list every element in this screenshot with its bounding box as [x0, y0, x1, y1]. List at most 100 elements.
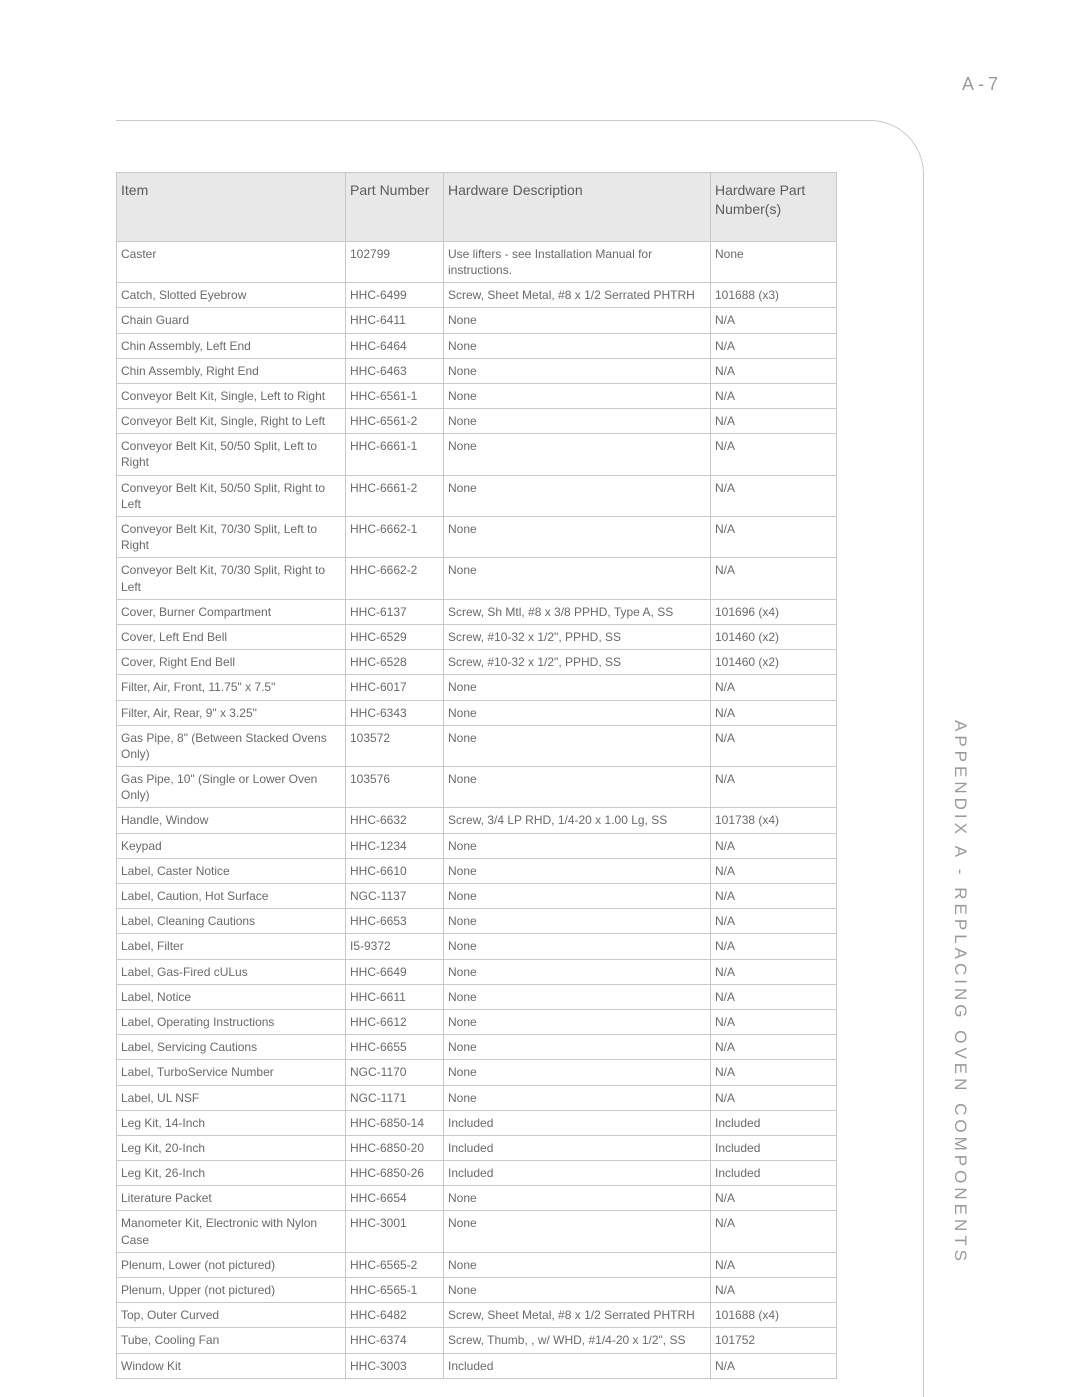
table-cell: I5-9372 [346, 934, 444, 959]
table-cell: 101460 (x2) [711, 624, 837, 649]
table-cell: HHC-6565-2 [346, 1252, 444, 1277]
table-cell: None [444, 767, 711, 808]
table-cell: HHC-6661-1 [346, 434, 444, 475]
table-cell: HHC-6653 [346, 909, 444, 934]
table-row: Handle, WindowHHC-6632Screw, 3/4 LP RHD,… [117, 808, 837, 833]
table-cell: Conveyor Belt Kit, Single, Left to Right [117, 383, 346, 408]
col-header-item: Item [117, 173, 346, 242]
table-cell: N/A [711, 1035, 837, 1060]
table-cell: 101688 (x3) [711, 283, 837, 308]
table-row: Conveyor Belt Kit, 70/30 Split, Left to … [117, 517, 837, 558]
table-row: Gas Pipe, 8" (Between Stacked Ovens Only… [117, 725, 837, 766]
page-number: A-7 [962, 74, 1002, 95]
table-cell: Cover, Burner Compartment [117, 599, 346, 624]
col-header-hardware-part-numbers: Hardware Part Number(s) [711, 173, 837, 242]
table-cell: N/A [711, 558, 837, 599]
table-cell: None [444, 1186, 711, 1211]
table-cell: Label, UL NSF [117, 1085, 346, 1110]
table-cell: Cover, Left End Bell [117, 624, 346, 649]
table-row: Chin Assembly, Right EndHHC-6463NoneN/A [117, 358, 837, 383]
table-row: Leg Kit, 26-InchHHC-6850-26IncludedInclu… [117, 1161, 837, 1186]
table-row: Catch, Slotted EyebrowHHC-6499Screw, She… [117, 283, 837, 308]
table-row: Window KitHHC-3003IncludedN/A [117, 1353, 837, 1378]
table-cell: Label, Caster Notice [117, 858, 346, 883]
table-row: Leg Kit, 14-InchHHC-6850-14IncludedInclu… [117, 1110, 837, 1135]
table-row: Gas Pipe, 10" (Single or Lower Oven Only… [117, 767, 837, 808]
table-cell: Chin Assembly, Left End [117, 333, 346, 358]
table-row: Chain GuardHHC-6411NoneN/A [117, 308, 837, 333]
table-cell: N/A [711, 1060, 837, 1085]
table-cell: N/A [711, 1252, 837, 1277]
table-cell: None [444, 1252, 711, 1277]
table-cell: N/A [711, 434, 837, 475]
table-cell: Label, Gas-Fired cULus [117, 959, 346, 984]
table-cell: None [444, 833, 711, 858]
table-cell: Label, Operating Instructions [117, 1009, 346, 1034]
table-cell: NGC-1171 [346, 1085, 444, 1110]
table-cell: HHC-6374 [346, 1328, 444, 1353]
table-cell: HHC-6561-2 [346, 409, 444, 434]
table-cell: Included [444, 1110, 711, 1135]
table-row: Label, UL NSFNGC-1171NoneN/A [117, 1085, 837, 1110]
table-cell: N/A [711, 1186, 837, 1211]
table-cell: 102799 [346, 241, 444, 282]
table-cell: HHC-6529 [346, 624, 444, 649]
table-row: Cover, Right End BellHHC-6528Screw, #10-… [117, 650, 837, 675]
table-cell: Manometer Kit, Electronic with Nylon Cas… [117, 1211, 346, 1252]
table-cell: HHC-6017 [346, 675, 444, 700]
col-header-item-label: Item [121, 181, 148, 200]
table-cell: None [444, 884, 711, 909]
table-cell: 103572 [346, 725, 444, 766]
parts-table-container: Item Part Number Hardware Description Ha… [116, 172, 836, 1379]
table-cell: HHC-6850-20 [346, 1135, 444, 1160]
table-cell: None [444, 1035, 711, 1060]
table-cell: N/A [711, 1085, 837, 1110]
table-row: Label, Servicing CautionsHHC-6655NoneN/A [117, 1035, 837, 1060]
table-cell: Included [711, 1110, 837, 1135]
table-cell: Plenum, Upper (not pictured) [117, 1278, 346, 1303]
table-cell: HHC-6610 [346, 858, 444, 883]
table-cell: N/A [711, 1211, 837, 1252]
col-header-part-number: Part Number [346, 173, 444, 242]
table-cell: N/A [711, 833, 837, 858]
table-cell: HHC-6655 [346, 1035, 444, 1060]
table-row: Label, FilterI5-9372NoneN/A [117, 934, 837, 959]
table-cell: HHC-6464 [346, 333, 444, 358]
table-cell: N/A [711, 959, 837, 984]
page-right-border [923, 174, 924, 1397]
table-cell: N/A [711, 934, 837, 959]
table-cell: Top, Outer Curved [117, 1303, 346, 1328]
table-cell: HHC-6561-1 [346, 383, 444, 408]
table-cell: HHC-6611 [346, 984, 444, 1009]
table-cell: None [444, 558, 711, 599]
table-cell: None [444, 333, 711, 358]
table-cell: HHC-6850-14 [346, 1110, 444, 1135]
table-cell: N/A [711, 475, 837, 516]
table-row: Filter, Air, Front, 11.75" x 7.5"HHC-601… [117, 675, 837, 700]
table-cell: None [711, 241, 837, 282]
table-cell: Handle, Window [117, 808, 346, 833]
table-cell: Plenum, Lower (not pictured) [117, 1252, 346, 1277]
table-cell: Label, Notice [117, 984, 346, 1009]
table-row: Top, Outer CurvedHHC-6482Screw, Sheet Me… [117, 1303, 837, 1328]
table-cell: Label, Servicing Cautions [117, 1035, 346, 1060]
table-cell: 101738 (x4) [711, 808, 837, 833]
table-cell: Included [444, 1135, 711, 1160]
table-cell: Conveyor Belt Kit, 70/30 Split, Right to… [117, 558, 346, 599]
table-row: Conveyor Belt Kit, 50/50 Split, Left to … [117, 434, 837, 475]
table-cell: HHC-1234 [346, 833, 444, 858]
table-cell: Screw, #10-32 x 1/2", PPHD, SS [444, 650, 711, 675]
table-cell: Chin Assembly, Right End [117, 358, 346, 383]
table-cell: Screw, Sheet Metal, #8 x 1/2 Serrated PH… [444, 1303, 711, 1328]
table-row: Conveyor Belt Kit, Single, Left to Right… [117, 383, 837, 408]
table-cell: Tube, Cooling Fan [117, 1328, 346, 1353]
table-row: Label, Caution, Hot SurfaceNGC-1137NoneN… [117, 884, 837, 909]
table-row: Cover, Burner CompartmentHHC-6137Screw, … [117, 599, 837, 624]
table-cell: Included [711, 1135, 837, 1160]
table-cell: Catch, Slotted Eyebrow [117, 283, 346, 308]
table-cell: 101688 (x4) [711, 1303, 837, 1328]
table-cell: None [444, 1278, 711, 1303]
table-cell: Conveyor Belt Kit, 50/50 Split, Left to … [117, 434, 346, 475]
table-cell: HHC-6565-1 [346, 1278, 444, 1303]
table-cell: None [444, 984, 711, 1009]
